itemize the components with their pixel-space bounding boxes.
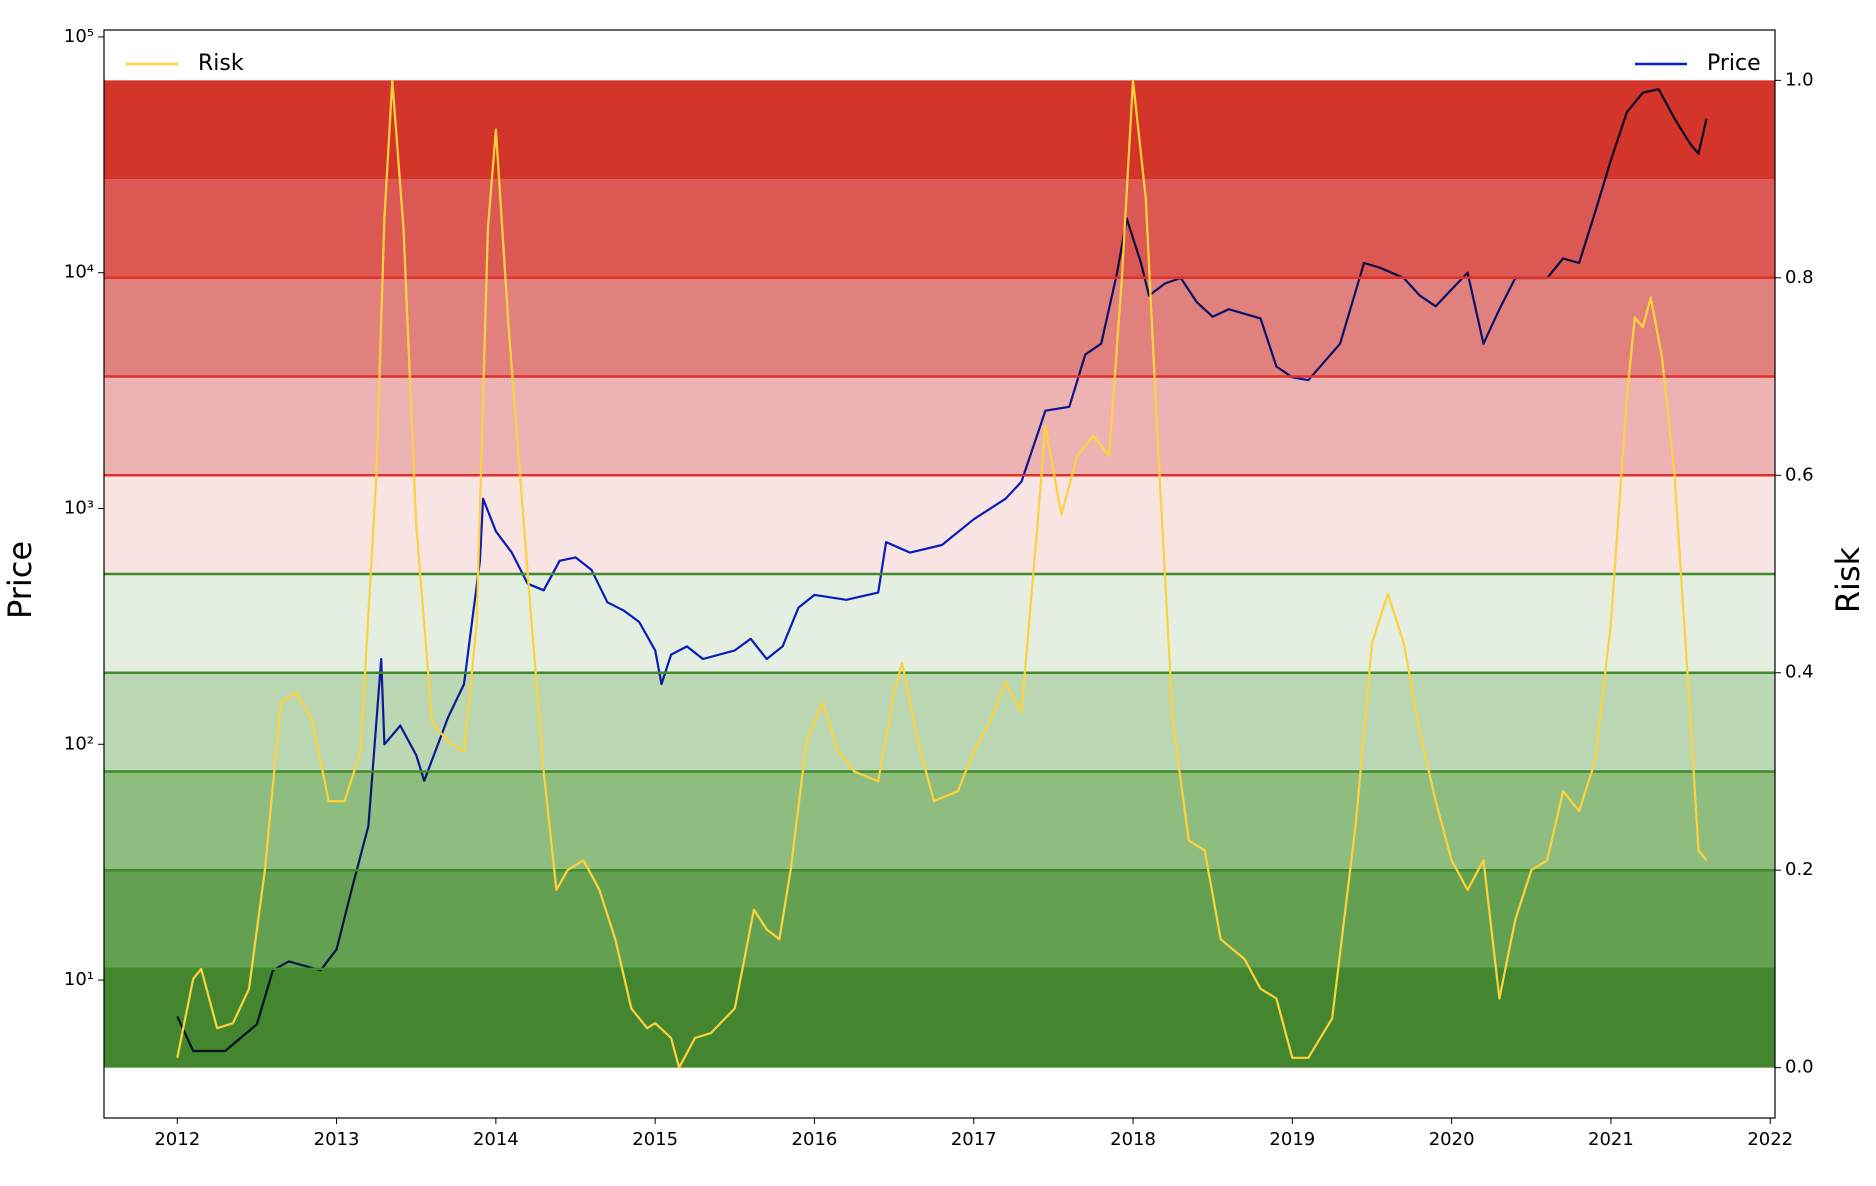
- y-tick-label: 10³: [64, 497, 94, 518]
- x-tick-label: 2014: [473, 1129, 519, 1150]
- x-tick-label: 2018: [1110, 1129, 1156, 1150]
- risk-band: [104, 968, 1775, 1068]
- y2-axis-title: Risk: [1829, 546, 1867, 613]
- y-axis-title: Price: [1, 541, 39, 619]
- x-tick-label: 2019: [1269, 1129, 1315, 1150]
- x-tick-label: 2020: [1429, 1129, 1475, 1150]
- x-tick-label: 2013: [314, 1129, 360, 1150]
- y2-tick-label: 0.0: [1785, 1057, 1814, 1078]
- risk-band: [104, 376, 1775, 476]
- y2-tick-label: 0.8: [1785, 267, 1814, 288]
- risk-band: [104, 277, 1775, 377]
- y-tick-label: 10⁵: [64, 26, 94, 47]
- legend-label: Price: [1707, 51, 1761, 76]
- y-tick-label: 10⁴: [64, 262, 94, 283]
- x-tick-label: 2022: [1747, 1129, 1793, 1150]
- risk-band: [104, 771, 1775, 871]
- x-tick-label: 2016: [792, 1129, 838, 1150]
- y2-tick-label: 0.6: [1785, 464, 1814, 485]
- x-tick-label: 2015: [632, 1129, 678, 1150]
- y-tick-label: 10²: [64, 733, 94, 754]
- axes: 2012 2013 2014 2015 2016 2017 2018 2019 2020 2021…: [64, 26, 1814, 1150]
- risk-band: [104, 475, 1775, 574]
- plot-frame: [103, 29, 1776, 1119]
- x-tick-label: 2012: [154, 1129, 200, 1150]
- lines: [104, 79, 1775, 1069]
- legend-label: Risk: [198, 51, 244, 76]
- risk-bands: [104, 80, 1775, 1068]
- x-tick-label: 2017: [951, 1129, 997, 1150]
- risk-band: [104, 870, 1775, 969]
- risk-band: [104, 80, 1775, 180]
- y2-tick-label: 1.0: [1785, 69, 1814, 90]
- series-line: [176, 88, 1708, 1053]
- y2-tick-label: 0.2: [1785, 859, 1814, 880]
- series-line: [176, 79, 1708, 1069]
- y2-tick-label: 0.4: [1785, 662, 1814, 683]
- y-tick-label: 10¹: [64, 969, 94, 990]
- risk-band: [104, 574, 1775, 673]
- risk-band: [104, 179, 1775, 278]
- x-tick-label: 2021: [1588, 1129, 1634, 1150]
- risk-band: [104, 672, 1775, 772]
